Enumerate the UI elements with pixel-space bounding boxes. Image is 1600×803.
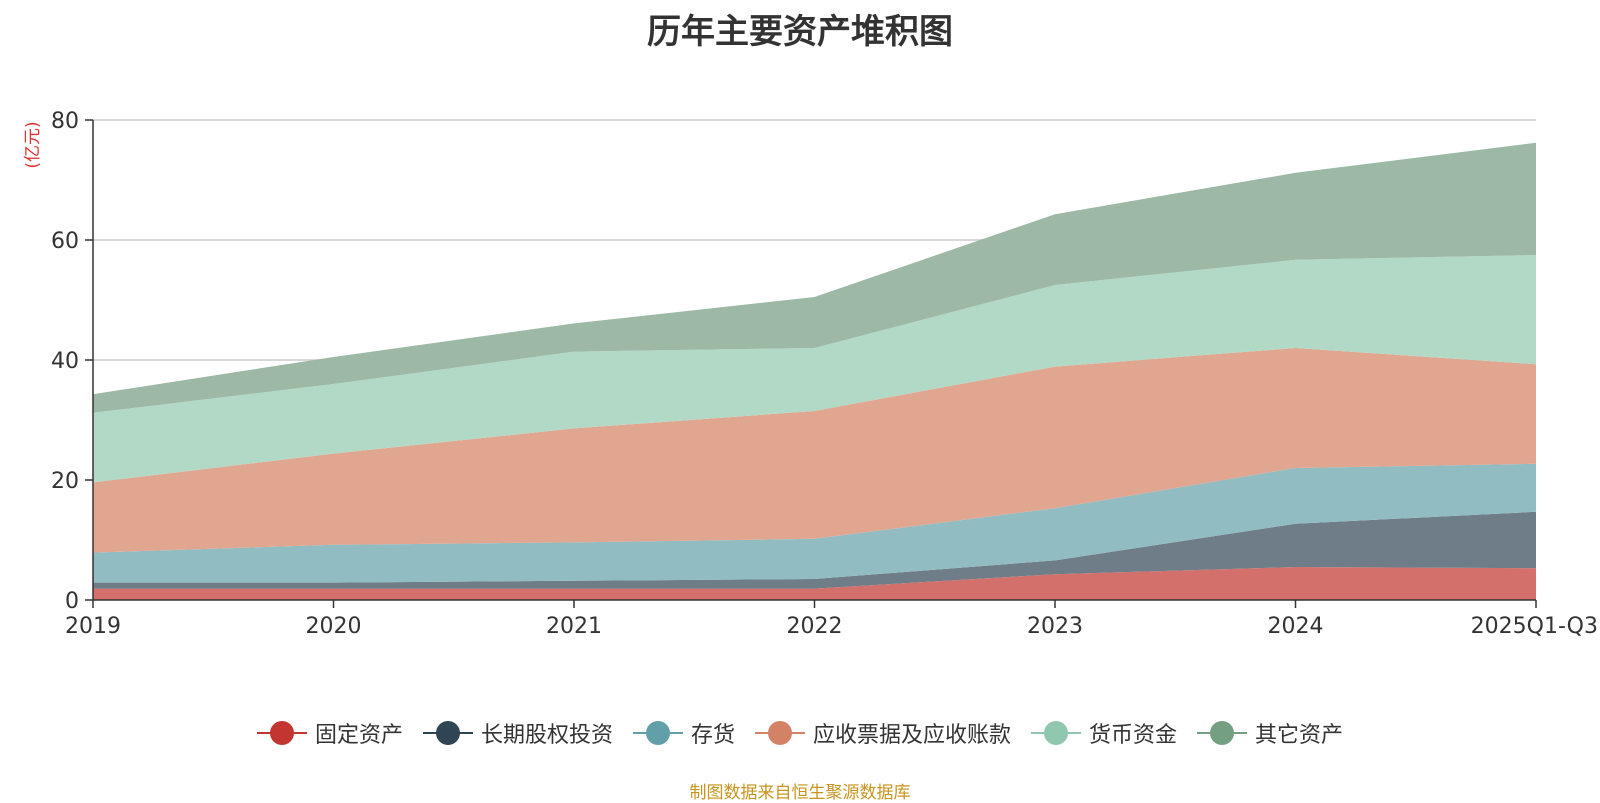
x-tick-label: 2021 bbox=[546, 614, 602, 639]
y-tick-label: 60 bbox=[51, 229, 79, 254]
y-tick-label: 80 bbox=[51, 109, 79, 134]
source-note: 制图数据来自恒生聚源数据库 bbox=[689, 783, 911, 803]
legend-item-1[interactable]: 长期股权投资 bbox=[422, 717, 613, 749]
legend-label: 其它资产 bbox=[1255, 723, 1344, 748]
legend-label: 固定资产 bbox=[314, 723, 403, 748]
legend-label: 长期股权投资 bbox=[480, 723, 613, 748]
legend-item-4[interactable]: 货币资金 bbox=[1031, 717, 1177, 749]
area-series-1 bbox=[93, 511, 1536, 589]
legend-label: 应收票据及应收账款 bbox=[813, 723, 1012, 748]
y-tick-label: 40 bbox=[51, 349, 79, 374]
area-series-0 bbox=[93, 567, 1536, 600]
legend-item-0[interactable]: 固定资产 bbox=[256, 717, 403, 749]
area-layers bbox=[93, 142, 1536, 600]
area-series-4 bbox=[93, 255, 1536, 483]
legend-item-3[interactable]: 应收票据及应收账款 bbox=[755, 717, 1011, 749]
y-axis-label: (亿元) bbox=[23, 121, 43, 168]
legend-item-2[interactable]: 存货 bbox=[632, 717, 735, 749]
y-tick-label: 20 bbox=[51, 469, 79, 494]
legend-marker-icon bbox=[1031, 720, 1082, 746]
x-tick-label: 2019 bbox=[65, 614, 121, 639]
legend: 固定资产 长期股权投资 存货 应收票据及应收账款 货币资金 其它资产 bbox=[0, 716, 1600, 750]
x-tick-label: 2025Q1-Q3 bbox=[1471, 614, 1598, 639]
x-tick-label: 2024 bbox=[1268, 614, 1324, 639]
x-tick-label: 2020 bbox=[306, 614, 362, 639]
legend-marker-icon bbox=[256, 720, 307, 746]
legend-label: 货币资金 bbox=[1089, 723, 1178, 748]
legend-marker-icon bbox=[422, 720, 473, 746]
x-tick-label: 2023 bbox=[1027, 614, 1083, 639]
legend-marker-icon bbox=[632, 720, 683, 746]
legend-marker-icon bbox=[1197, 720, 1248, 746]
tick-labels: 0 20 40 60 80 2019 2020 2021 2022 2023 2024 2025Q1-… bbox=[51, 109, 1598, 639]
axes bbox=[85, 119, 1537, 608]
area-series-3 bbox=[93, 348, 1536, 553]
legend-item-5[interactable]: 其它资产 bbox=[1197, 717, 1343, 749]
area-series-5 bbox=[93, 142, 1536, 413]
legend-marker-icon bbox=[755, 720, 805, 746]
chart-title: 历年主要资产堆积图 bbox=[647, 12, 953, 52]
x-tick-label: 2022 bbox=[787, 614, 843, 639]
y-tick-label: 0 bbox=[65, 589, 79, 614]
area-series-2 bbox=[93, 463, 1536, 583]
legend-label: 存货 bbox=[690, 723, 735, 748]
